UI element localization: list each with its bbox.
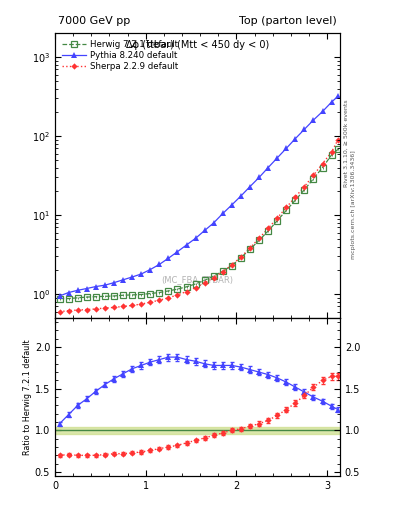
Text: (MC_FBA_TTBAR): (MC_FBA_TTBAR) xyxy=(162,275,233,284)
Text: Rivet 3.1.10, ≥ 500k events: Rivet 3.1.10, ≥ 500k events xyxy=(344,99,349,187)
Legend: Herwig 7.2.1 default, Pythia 8.240 default, Sherpa 2.2.9 default: Herwig 7.2.1 default, Pythia 8.240 defau… xyxy=(59,37,181,74)
Text: mcplots.cern.ch [arXiv:1306.3436]: mcplots.cern.ch [arXiv:1306.3436] xyxy=(351,151,356,259)
Y-axis label: Ratio to Herwig 7.2.1 default: Ratio to Herwig 7.2.1 default xyxy=(23,339,32,455)
Text: Top (parton level): Top (parton level) xyxy=(239,16,337,26)
Text: 7000 GeV pp: 7000 GeV pp xyxy=(58,16,130,26)
Text: Δϕ (t̄tbar) (Mtt < 450 dy < 0): Δϕ (t̄tbar) (Mtt < 450 dy < 0) xyxy=(126,40,269,50)
